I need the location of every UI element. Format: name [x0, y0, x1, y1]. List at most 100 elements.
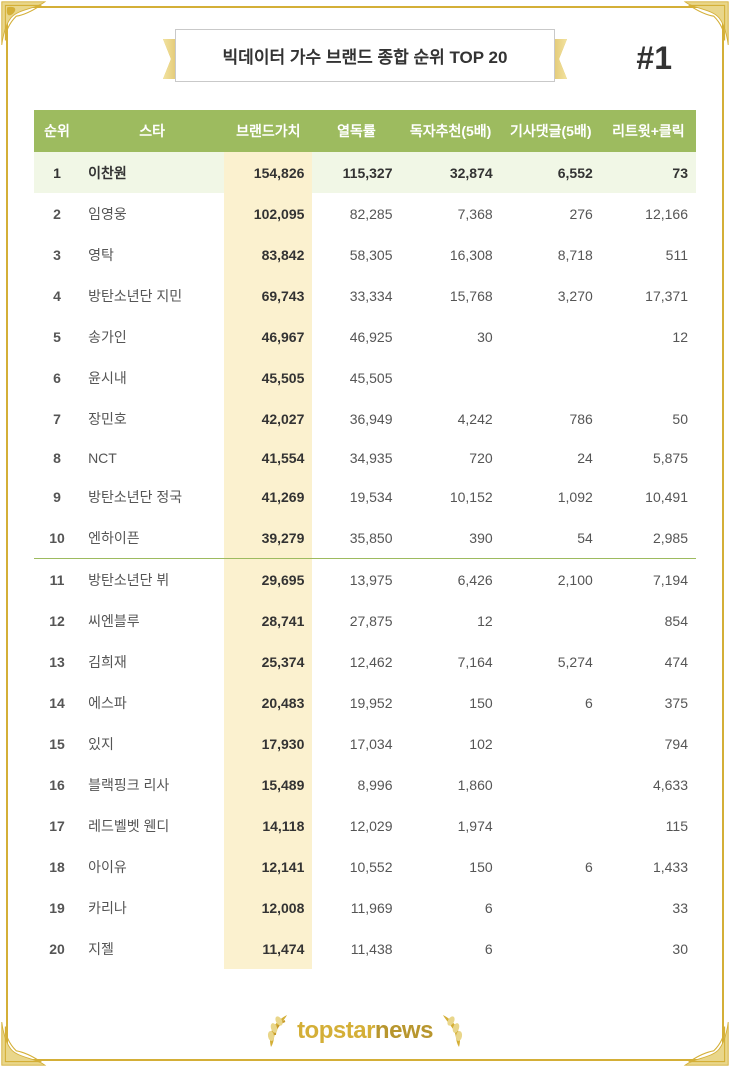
- cell-c1: 45,505: [312, 357, 400, 398]
- cell-brand: 28,741: [224, 600, 312, 641]
- cell-rank: 11: [34, 559, 80, 601]
- cell-c1: 11,438: [312, 928, 400, 969]
- cell-brand: 29,695: [224, 559, 312, 601]
- cell-c2: 7,368: [401, 193, 501, 234]
- table-row: 12씨엔블루28,74127,87512854: [34, 600, 696, 641]
- cell-name: 방탄소년단 정국: [80, 476, 224, 517]
- cell-c4: 115: [601, 805, 696, 846]
- cell-c2: 6,426: [401, 559, 501, 601]
- col-name: 스타: [80, 110, 224, 152]
- cell-c2: 4,242: [401, 398, 501, 439]
- cell-rank: 13: [34, 641, 80, 682]
- cell-name: 송가인: [80, 316, 224, 357]
- cell-c2: 30: [401, 316, 501, 357]
- table-row: 13김희재25,37412,4627,1645,274474: [34, 641, 696, 682]
- cell-name: 블랙핑크 리사: [80, 764, 224, 805]
- cell-c3: [501, 805, 601, 846]
- cell-name: 방탄소년단 지민: [80, 275, 224, 316]
- cell-name: 레드벨벳 웬디: [80, 805, 224, 846]
- cell-c3: 1,092: [501, 476, 601, 517]
- cell-c4: 5,875: [601, 439, 696, 476]
- title-banner: 빅데이터 가수 브랜드 종합 순위 TOP 20: [175, 29, 555, 82]
- cell-brand: 20,483: [224, 682, 312, 723]
- cell-c3: [501, 723, 601, 764]
- cell-name: 영탁: [80, 234, 224, 275]
- cell-c1: 17,034: [312, 723, 400, 764]
- cell-c2: 6: [401, 887, 501, 928]
- cell-c2: 1,974: [401, 805, 501, 846]
- cell-c2: [401, 357, 501, 398]
- logo-news: news: [375, 1017, 433, 1044]
- cell-name: 있지: [80, 723, 224, 764]
- cell-c2: 10,152: [401, 476, 501, 517]
- cell-c4: 33: [601, 887, 696, 928]
- cell-c1: 35,850: [312, 517, 400, 559]
- cell-brand: 25,374: [224, 641, 312, 682]
- cell-c1: 34,935: [312, 439, 400, 476]
- cell-rank: 14: [34, 682, 80, 723]
- cell-c1: 12,029: [312, 805, 400, 846]
- cell-c3: [501, 764, 601, 805]
- cell-brand: 39,279: [224, 517, 312, 559]
- col-cmt: 기사댓글(5배): [501, 110, 601, 152]
- cell-brand: 41,269: [224, 476, 312, 517]
- cell-c4: 50: [601, 398, 696, 439]
- cell-c4: 12: [601, 316, 696, 357]
- cell-c1: 8,996: [312, 764, 400, 805]
- cell-c3: 6: [501, 682, 601, 723]
- cell-brand: 15,489: [224, 764, 312, 805]
- col-brand: 브랜드가치: [224, 110, 312, 152]
- cell-name: NCT: [80, 439, 224, 476]
- cell-c1: 36,949: [312, 398, 400, 439]
- cell-rank: 20: [34, 928, 80, 969]
- cell-rank: 8: [34, 439, 80, 476]
- cell-rank: 3: [34, 234, 80, 275]
- cell-brand: 69,743: [224, 275, 312, 316]
- cell-rank: 12: [34, 600, 80, 641]
- cell-c2: 150: [401, 846, 501, 887]
- cell-name: 씨엔블루: [80, 600, 224, 641]
- cell-c4: 794: [601, 723, 696, 764]
- cell-c1: 82,285: [312, 193, 400, 234]
- cell-name: 엔하이픈: [80, 517, 224, 559]
- cell-c4: 7,194: [601, 559, 696, 601]
- table-header-row: 순위 스타 브랜드가치 열독률 독자추천(5배) 기사댓글(5배) 리트윗+클릭: [34, 110, 696, 152]
- table-row: 11방탄소년단 뷔29,69513,9756,4262,1007,194: [34, 559, 696, 601]
- cell-c2: 12: [401, 600, 501, 641]
- col-rec: 독자추천(5배): [401, 110, 501, 152]
- cell-rank: 7: [34, 398, 80, 439]
- cell-c3: 276: [501, 193, 601, 234]
- cell-name: 지젤: [80, 928, 224, 969]
- cell-brand: 42,027: [224, 398, 312, 439]
- table-row: 9방탄소년단 정국41,26919,53410,1521,09210,491: [34, 476, 696, 517]
- cell-name: 아이유: [80, 846, 224, 887]
- footer: topstarnews: [0, 1011, 730, 1051]
- cell-rank: 17: [34, 805, 80, 846]
- cell-brand: 12,008: [224, 887, 312, 928]
- table-row: 18아이유12,14110,55215061,433: [34, 846, 696, 887]
- cell-c4: 10,491: [601, 476, 696, 517]
- cell-brand: 83,842: [224, 234, 312, 275]
- cell-rank: 6: [34, 357, 80, 398]
- cell-c4: 17,371: [601, 275, 696, 316]
- cell-c3: [501, 887, 601, 928]
- col-rt: 리트윗+클릭: [601, 110, 696, 152]
- cell-c4: [601, 357, 696, 398]
- cell-brand: 41,554: [224, 439, 312, 476]
- cell-c2: 6: [401, 928, 501, 969]
- cell-brand: 14,118: [224, 805, 312, 846]
- cell-name: 임영웅: [80, 193, 224, 234]
- cell-c1: 27,875: [312, 600, 400, 641]
- cell-rank: 19: [34, 887, 80, 928]
- cell-c4: 511: [601, 234, 696, 275]
- laurel-left-icon: [257, 1011, 297, 1051]
- cell-c1: 33,334: [312, 275, 400, 316]
- cell-c2: 32,874: [401, 152, 501, 193]
- cell-name: 김희재: [80, 641, 224, 682]
- cell-c3: 786: [501, 398, 601, 439]
- cell-brand: 154,826: [224, 152, 312, 193]
- table-row: 7장민호42,02736,9494,24278650: [34, 398, 696, 439]
- cell-rank: 2: [34, 193, 80, 234]
- table-row: 14에스파20,48319,9521506375: [34, 682, 696, 723]
- cell-c1: 58,305: [312, 234, 400, 275]
